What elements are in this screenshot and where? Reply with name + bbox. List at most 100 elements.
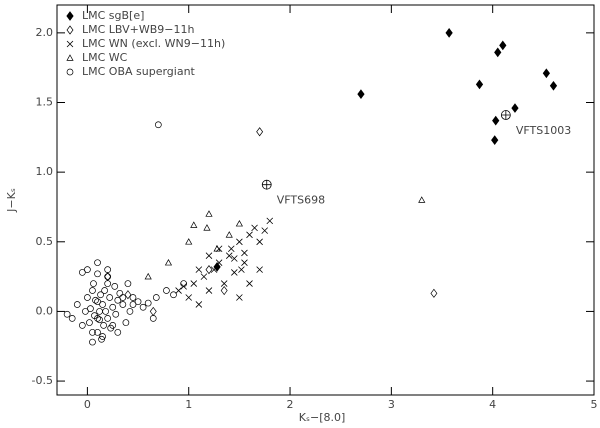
y-tick-label: 1.0 [36,165,54,178]
y-tick-label: -0.5 [32,374,53,387]
point [139,303,147,311]
legend-marker [66,54,74,61]
legend-marker [66,40,74,48]
point [104,273,112,280]
legend-marker [66,25,74,35]
point [494,47,502,58]
annotated-point-cross [501,110,511,120]
point [124,290,132,300]
point [185,238,193,245]
x-tick-label: 4 [489,398,496,411]
point [126,308,134,315]
point [97,291,104,299]
point [78,269,86,276]
point [119,301,127,308]
point [102,308,109,315]
point [195,266,203,273]
point [430,288,438,298]
point [246,231,253,239]
point [220,280,228,287]
point [94,259,101,267]
point [129,301,137,308]
point [94,315,101,322]
point [101,287,108,294]
point [215,259,223,266]
point [116,289,124,297]
point [210,266,218,273]
point [549,80,558,91]
point [154,121,162,129]
point [251,224,258,232]
x-tick-label: 3 [388,398,395,411]
point [241,249,248,257]
point [114,328,122,336]
point [499,40,507,51]
x-tick-label: 2 [287,398,294,411]
point [114,296,122,304]
point [225,252,233,259]
y-tick-label: 2.0 [36,26,54,39]
point [235,219,243,227]
point [491,135,499,145]
legend-label: LMC LBV+WB9−11h [82,23,195,36]
y-tick-label: 0.5 [36,235,54,248]
point [144,272,152,280]
point [511,103,519,113]
point [205,210,213,217]
point [236,294,243,301]
point [84,294,91,301]
point [170,291,177,299]
point [124,280,132,287]
legend-label: LMC WN (excl. WN9−11h) [82,37,225,50]
point [185,294,192,301]
point [144,299,152,307]
point [475,79,484,90]
point [246,280,253,287]
point [205,287,213,294]
point [256,266,263,273]
y-tick-label: 1.5 [36,96,54,109]
legend-label: LMC sgB[e] [82,9,144,22]
point [96,308,103,315]
point [220,285,228,296]
point [100,322,107,329]
point [104,315,112,322]
point [94,328,101,336]
x-tick-label: 0 [84,398,91,411]
point [109,322,117,329]
point [86,319,93,326]
point [94,270,101,278]
point [175,287,182,294]
point [98,335,105,343]
point [149,306,157,317]
point [73,301,81,308]
point [87,305,94,312]
annotation: VFTS698 [277,194,325,207]
point [96,316,103,324]
legend-marker [66,68,74,76]
point [90,280,97,287]
point [492,115,500,126]
point [63,310,71,318]
plot-frame [56,4,595,396]
point [82,308,89,315]
point [231,269,238,276]
point [109,303,117,311]
legend-label: LMC OBA supergiant [82,65,196,78]
point [104,266,112,273]
x-tick-label: 1 [185,398,192,411]
point [225,231,233,238]
point [99,301,106,308]
point [119,294,127,301]
point [190,221,198,228]
point [92,296,99,304]
y-axis-label: J−Kₛ [5,188,18,213]
point [149,315,157,322]
point [236,238,243,246]
point [542,68,551,79]
point [418,196,426,203]
point [445,28,453,38]
point [122,319,130,326]
point [163,287,170,294]
